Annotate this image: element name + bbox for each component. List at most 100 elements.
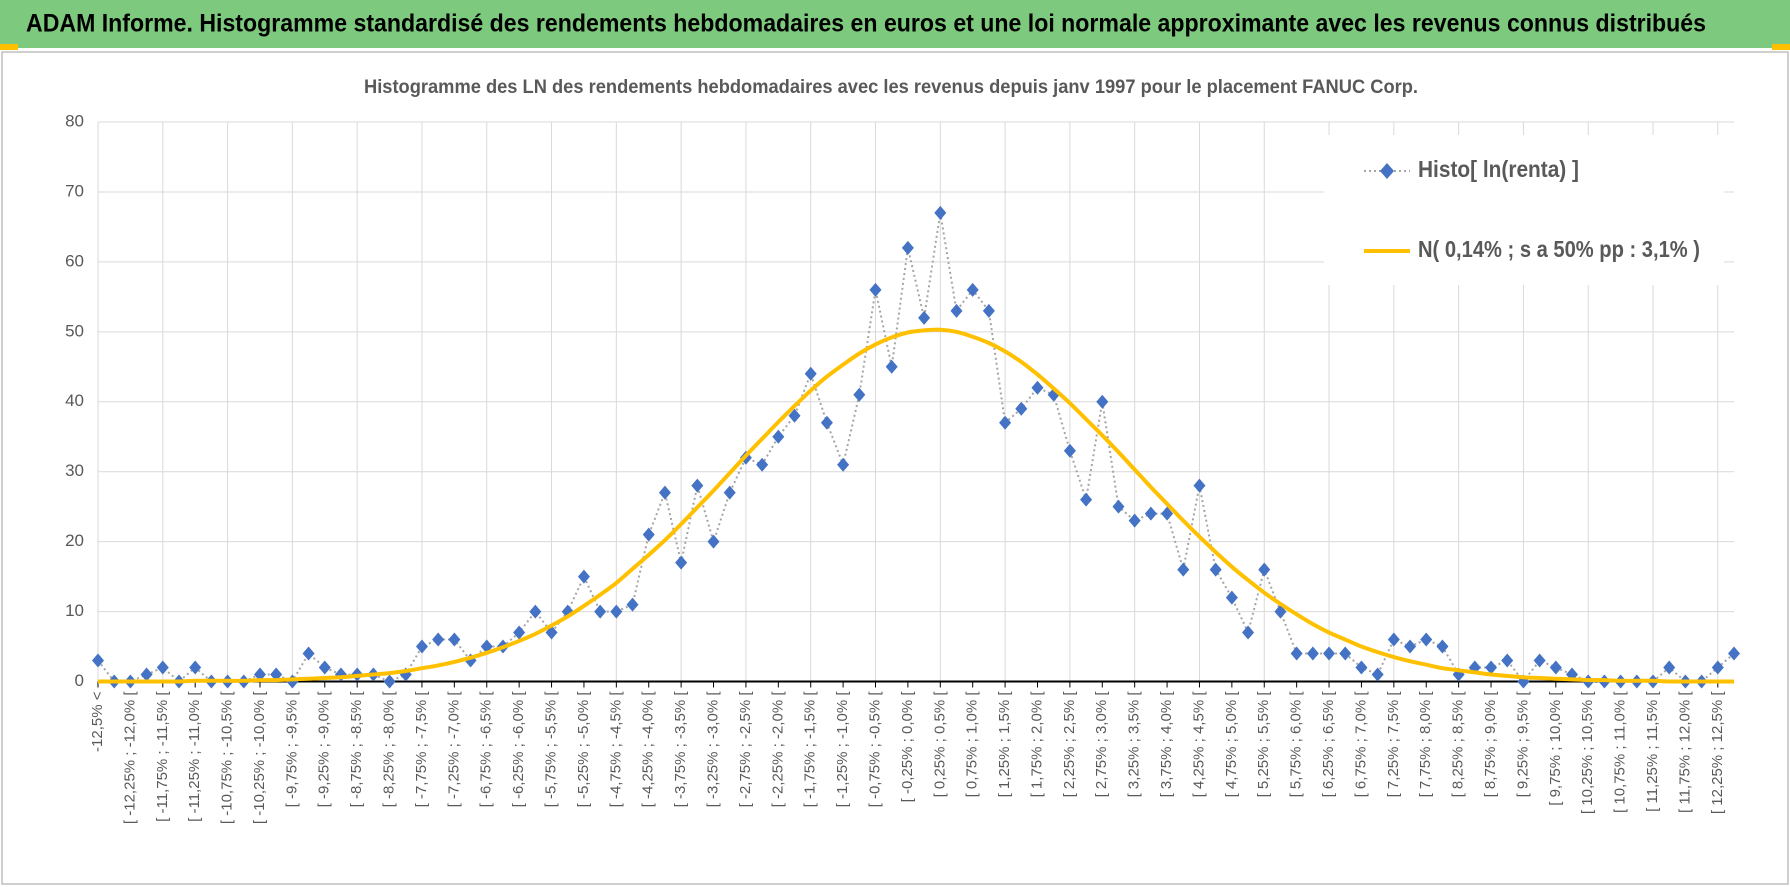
point: [253, 667, 266, 682]
point: [788, 408, 801, 423]
point: [756, 457, 769, 472]
x-tick-label: [ -1,75% ; -1,5% [: [802, 691, 819, 808]
point: [529, 604, 542, 619]
point: [723, 485, 736, 500]
x-tick-label: [ -6,75% ; -6,5% [: [478, 691, 495, 808]
x-tick-label: [ 9,25% ; 9,5% [: [1514, 691, 1531, 798]
point: [1728, 646, 1740, 661]
x-tick-label: [ 8,25% ; 8,5% [: [1450, 691, 1467, 798]
point: [1128, 513, 1141, 528]
legend-label: N( 0,14% ; s a 50% pp : 3,1% ): [1418, 236, 1700, 262]
x-tick-label: [ 9,75% ; 10,0% [: [1547, 691, 1564, 806]
x-tick-label: [ -4,25% ; -4,0% [: [640, 691, 657, 808]
point: [804, 366, 817, 381]
y-tick-label: 40: [65, 391, 84, 410]
point: [869, 282, 882, 297]
x-tick-label: [ -10,25% ; -10,0% [: [251, 691, 268, 824]
point: [675, 555, 688, 570]
point: [918, 310, 931, 325]
point: [1339, 646, 1352, 661]
point: [1323, 646, 1336, 661]
point: [513, 625, 526, 640]
x-tick-label: [ -8,25% ; -8,0% [: [381, 691, 398, 808]
point: [820, 415, 833, 430]
point: [1404, 639, 1417, 654]
point: [626, 597, 639, 612]
x-tick-label: [ -7,75% ; -7,5% [: [413, 691, 430, 808]
x-tick-label: [ 10,25% ; 10,5% [: [1579, 691, 1596, 814]
x-tick-label: [ 7,75% ; 8,0% [: [1417, 691, 1434, 798]
point: [642, 527, 655, 542]
x-tick-label: [ 7,25% ; 7,5% [: [1385, 691, 1402, 798]
x-tick-label: [ -11,75% ; -11,5% [: [154, 691, 171, 822]
point: [982, 303, 995, 318]
point: [1355, 660, 1368, 675]
point: [1177, 562, 1190, 577]
accent: [0, 44, 18, 50]
x-tick-label: [ -0,75% ; -0,5% [: [866, 691, 883, 808]
y-tick-label: 50: [65, 321, 84, 340]
x-tick-label: [ 2,25% ; 2,5% [: [1061, 691, 1078, 798]
normal-curve: [98, 327, 1734, 684]
point: [302, 646, 315, 661]
point: [415, 639, 428, 654]
x-tick-label: [ 0,25% ; 0,5% [: [931, 691, 948, 798]
point: [92, 653, 104, 668]
page-title: ADAM Informe. Histogramme standardisé de…: [26, 10, 1706, 38]
point: [950, 303, 963, 318]
point: [1193, 478, 1206, 493]
x-tick-label: [ -7,25% ; -7,0% [: [445, 691, 462, 808]
x-tick-label: [ 6,25% ; 6,5% [: [1320, 691, 1337, 798]
point: [934, 205, 947, 220]
header-bar: [0, 0, 1790, 48]
x-tick-label: [ -5,75% ; -5,5% [: [543, 691, 560, 808]
point: [1290, 646, 1303, 661]
x-tick-label: [ -1,25% ; -1,0% [: [834, 691, 851, 808]
x-tick-label: [ -11,25% ; -11,0% [: [186, 691, 203, 822]
x-tick-label: [ -3,75% ; -3,5% [: [672, 691, 689, 808]
point: [1031, 380, 1044, 395]
point: [1144, 506, 1157, 521]
x-tick-label: [ 3,75% ; 4,0% [: [1158, 691, 1175, 798]
point: [1225, 590, 1238, 605]
point: [189, 660, 202, 675]
point: [1063, 443, 1076, 458]
legend-label: Histo[ ln(renta) ]: [1418, 156, 1579, 182]
x-tick-label: [ -4,75% ; -4,5% [: [607, 691, 624, 808]
y-tick-label: 0: [75, 671, 84, 690]
x-tick-label: [ 1,75% ; 2,0% [: [1028, 691, 1045, 798]
point: [577, 569, 590, 584]
x-tick-label: [ 11,25% ; 11,5% [: [1644, 691, 1661, 812]
point: [966, 282, 979, 297]
point: [1420, 632, 1433, 647]
point: [1306, 646, 1319, 661]
x-tick-label: [ 0,75% ; 1,0% [: [964, 691, 981, 798]
x-tick-label: [ -2,75% ; -2,5% [: [737, 691, 754, 808]
point: [1485, 660, 1498, 675]
x-tick-label: [ 11,75% ; 12,0% [: [1676, 691, 1693, 813]
point: [448, 632, 461, 647]
x-tick-label: [ -10,75% ; -10,5% [: [219, 691, 236, 824]
x-tick-label: [ 10,75% ; 11,0% [: [1612, 691, 1629, 813]
x-tick-label: [ -2,25% ; -2,0% [: [769, 691, 786, 808]
x-tick-label: [ -5,25% ; -5,0% [: [575, 691, 592, 808]
point: [140, 667, 153, 682]
x-tick-label: [ 6,75% ; 7,0% [: [1352, 691, 1369, 798]
chart-border: [1, 51, 1789, 885]
y-tick-label: 20: [65, 531, 84, 550]
point: [1015, 401, 1028, 416]
point: [707, 534, 720, 549]
point: [1371, 667, 1384, 682]
point: [1436, 639, 1449, 654]
point: [610, 604, 623, 619]
y-tick-label: 30: [65, 461, 84, 480]
point: [1209, 562, 1222, 577]
point: [1663, 660, 1676, 675]
y-tick-label: 10: [65, 601, 84, 620]
point: [383, 674, 396, 689]
point: [1161, 506, 1174, 521]
point: [691, 478, 704, 493]
plot: [92, 205, 1740, 689]
